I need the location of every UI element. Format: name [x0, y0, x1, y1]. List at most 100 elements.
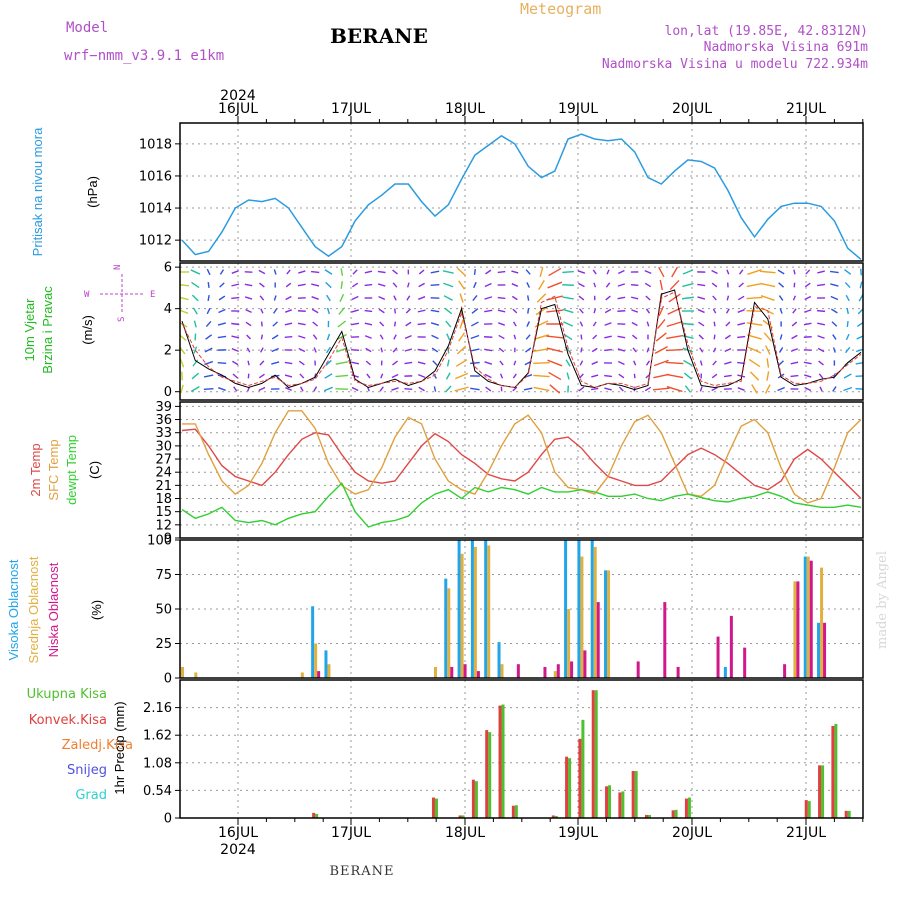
wind-vector — [562, 308, 574, 314]
wind-vector — [665, 348, 684, 352]
wind-vector — [855, 387, 863, 390]
wind-vector — [430, 322, 440, 326]
wind-vector — [392, 282, 398, 288]
wind-vector — [859, 281, 863, 289]
cloud-low-bar — [450, 666, 454, 678]
precip-conv-label: Konvek.Kisa — [29, 713, 107, 728]
wind-vector — [484, 348, 493, 352]
cloud-mid-bar — [580, 556, 584, 678]
dewpt-series — [181, 482, 862, 528]
wind-vector — [860, 268, 862, 276]
wind-vector — [539, 266, 544, 278]
precip-frz-label: Zaledj.Kisa — [62, 738, 133, 753]
wind-vector — [260, 321, 263, 327]
cloud-high-bar — [803, 556, 807, 678]
wind-unit: (m/s) — [80, 315, 95, 345]
panel-frames — [179, 122, 864, 819]
precip-total-bar — [821, 765, 825, 818]
wind-vector — [832, 347, 836, 353]
wind-vector — [217, 335, 227, 339]
precip-conv-bar — [631, 770, 635, 818]
y-tick-label: 75 — [155, 568, 172, 583]
wind-vector — [578, 282, 585, 288]
wind-vector — [470, 348, 480, 352]
cloud-ylabel: Visoka Oblacnost Srednja Oblacnost Niska O… — [6, 556, 61, 663]
wind-vector — [523, 387, 533, 391]
wind-vector — [325, 281, 332, 289]
wind-vector — [526, 282, 531, 288]
wind-vector — [378, 308, 385, 314]
cloud-low-bar — [543, 666, 547, 678]
wind-vector — [525, 269, 531, 275]
wind-vector — [698, 334, 704, 340]
y-tick-label: 50 — [155, 603, 172, 618]
wind-vector — [430, 284, 440, 286]
wind-vector — [737, 322, 746, 326]
wind-vector — [444, 307, 453, 315]
wind-vector — [738, 282, 744, 288]
wind-vector — [737, 295, 745, 301]
wind-vector — [712, 308, 717, 314]
wind-vector — [566, 372, 570, 380]
wind-vector — [659, 279, 664, 291]
precip-conv-bar — [578, 738, 582, 818]
wind-vector — [843, 386, 853, 392]
wind-vector — [818, 373, 824, 379]
precip-conv-bar — [565, 756, 569, 818]
cloud-mid-bar — [433, 666, 437, 678]
pressure-panel: Pritisak na nivou mora (hPa) 10121014101… — [30, 127, 862, 260]
wind-vector — [631, 296, 639, 300]
wind-vector — [726, 269, 730, 275]
wind-vector — [845, 333, 850, 341]
wind-vector — [432, 373, 437, 379]
precip-total-bar — [621, 791, 625, 818]
precip-total-bar — [554, 815, 558, 818]
wind-vector — [666, 320, 683, 328]
wind-vector — [497, 296, 506, 300]
wind-vector — [591, 374, 599, 378]
wind-vector — [711, 282, 718, 288]
wind-vector — [546, 309, 564, 313]
coords: lon,lat (19.85E, 42.8312N) — [664, 24, 869, 39]
wind-vector — [512, 373, 517, 379]
wind-vector — [233, 386, 238, 392]
precip-total-bar — [474, 781, 478, 818]
wind-vector — [258, 373, 265, 379]
wind-vector — [206, 307, 211, 315]
wind-vector — [605, 295, 611, 301]
day-label-bottom: 19JUL — [558, 825, 598, 841]
precip-total-bar — [647, 814, 651, 818]
wind-vector — [654, 345, 668, 355]
wind-vector — [192, 307, 198, 315]
day-label-bottom: 21JUL — [786, 825, 826, 841]
wind-vector — [737, 387, 745, 391]
cloud-high-bar — [577, 540, 581, 678]
wind-vector — [193, 320, 197, 328]
cloud-low-bar — [796, 581, 800, 678]
y-tick-label: 6 — [164, 261, 172, 276]
wind-vector — [536, 293, 547, 303]
wind-vector — [606, 269, 610, 275]
wind-vector — [418, 269, 425, 275]
precip-conv-bar — [844, 810, 848, 818]
wind-vector — [245, 308, 252, 314]
wind-vector — [711, 386, 718, 392]
cloud-high-label: Visoka Oblacnost — [6, 559, 21, 660]
wind-vector — [604, 308, 612, 314]
wind-vector — [232, 360, 239, 366]
wind-vector — [205, 334, 213, 340]
wind-vector — [366, 373, 371, 379]
wind-vector — [751, 384, 758, 394]
wind-vector — [843, 373, 852, 379]
day-label-top: 17JUL — [331, 101, 371, 117]
wind-vector — [818, 360, 824, 366]
wind-vector — [817, 322, 826, 326]
precip-total-bar — [514, 805, 518, 818]
wind-vector — [260, 347, 264, 353]
wind-vector — [311, 308, 319, 314]
wind-vector — [298, 360, 305, 366]
wind-vector — [658, 305, 665, 317]
wind-vector — [792, 295, 797, 301]
wind-vector — [617, 296, 626, 300]
